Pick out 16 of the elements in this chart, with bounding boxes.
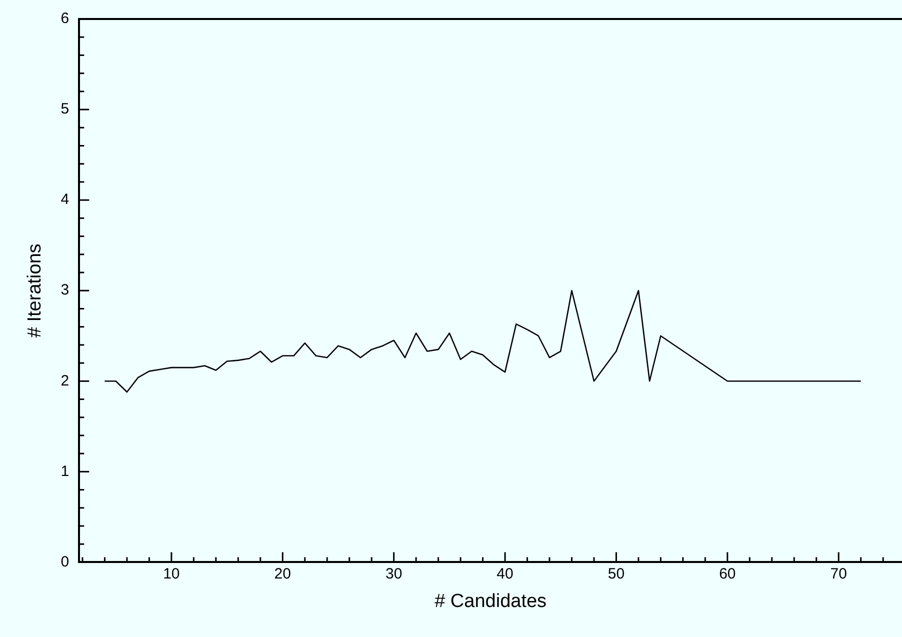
x-tick-label: 20 [274,565,291,582]
y-tick-label: 2 [60,372,70,390]
y-tick-label: 0 [60,553,70,570]
x-tick-label: 70 [830,565,847,582]
y-tick-label: 4 [60,191,70,208]
x-tick-label: 30 [385,565,402,582]
x-axis-title: # Candidates [434,590,547,612]
y-tick-label: 3 [60,282,70,299]
x-tick-label: 60 [719,565,736,582]
y-axis-title: # Iterations [24,244,46,338]
y-tick-label: 5 [60,100,70,118]
x-tick-label: 10 [163,565,180,582]
x-tick-label: 40 [496,565,514,582]
y-tick-label: 1 [60,462,70,480]
y-tick-label: 6 [60,10,70,28]
x-tick-label: 50 [608,565,625,582]
